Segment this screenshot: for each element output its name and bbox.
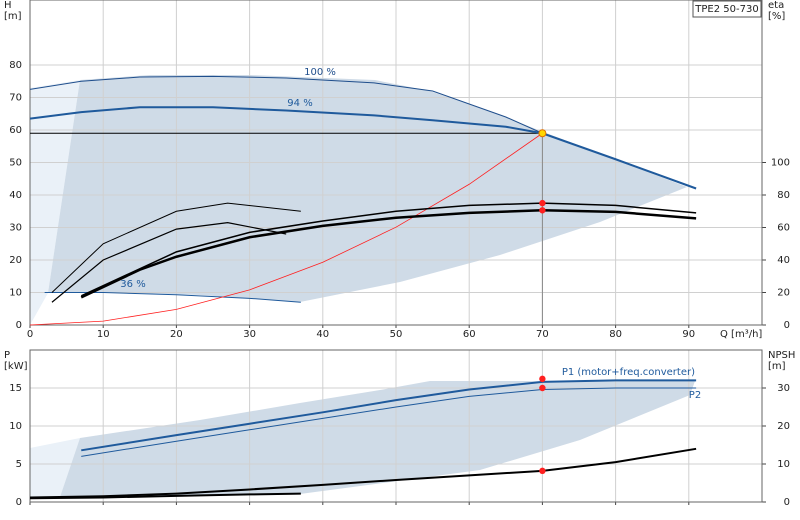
power-range-wedge	[30, 438, 80, 499]
y2-tick-label: 10	[777, 459, 790, 470]
x-tick-label: 90	[682, 329, 695, 340]
x-tick-label: 0	[27, 329, 33, 340]
power-range	[60, 381, 695, 497]
curve	[29, 447, 697, 499]
y2-tick-label: 80	[777, 190, 790, 201]
curve-label: 36 %	[120, 279, 145, 290]
curve-label: 94 %	[287, 98, 312, 109]
y-tick-label: 80	[9, 60, 22, 71]
x-tick-label: 20	[170, 329, 183, 340]
point	[539, 199, 546, 207]
y-tick-label: 15	[9, 383, 22, 394]
x-tick-label: 70	[536, 329, 549, 340]
curve	[80, 202, 697, 297]
y2-tick-label: 0	[784, 320, 790, 331]
y2-tick-label: 100	[771, 158, 790, 169]
y2-tick-label: 40	[777, 255, 790, 266]
curve	[81, 387, 697, 457]
point	[539, 375, 546, 383]
y-tick-label: 0	[16, 320, 22, 331]
y-tick-label: 10	[9, 421, 22, 432]
y2-axis-label: [%]	[768, 11, 785, 22]
x-tick-label: 60	[463, 329, 476, 340]
x-axis-label: Q [m³/h]	[720, 329, 762, 340]
y-tick-label: 5	[16, 459, 22, 470]
x-tick-label: 80	[609, 329, 622, 340]
y-tick-label: 50	[9, 158, 22, 169]
y2-tick-label: 0	[784, 497, 790, 508]
plot-frame	[29, 349, 763, 503]
curve	[29, 75, 543, 134]
curve	[44, 292, 301, 303]
x-tick-label: 10	[97, 329, 110, 340]
point	[539, 384, 546, 392]
y2-axis-label: eta	[768, 0, 784, 11]
curve	[80, 209, 697, 299]
x-tick-label: 50	[390, 329, 403, 340]
y2-tick-label: 30	[777, 383, 790, 394]
y2-tick-label: 60	[777, 223, 790, 234]
y2-axis-label: [m]	[768, 361, 786, 372]
curve	[29, 132, 543, 326]
y-tick-label: 40	[9, 190, 22, 201]
plot-frame	[29, 0, 763, 326]
y-axis-label: P	[4, 350, 10, 361]
y-tick-label: 20	[9, 255, 22, 266]
y-tick-label: 10	[9, 288, 22, 299]
y2-axis-label: NPSH	[768, 350, 795, 361]
y-axis-label: [kW]	[4, 361, 28, 372]
curve	[51, 222, 287, 303]
y-axis-label: [m]	[4, 11, 22, 22]
y-tick-label: 70	[9, 93, 22, 104]
model-label: TPE2 50-730	[694, 4, 758, 15]
curve-label: P1 (motor+freq.converter)	[562, 367, 695, 378]
x-tick-label: 30	[243, 329, 256, 340]
operating-range-wedge	[30, 80, 80, 325]
curve	[51, 202, 301, 293]
curve-label: P2	[689, 390, 701, 401]
curve-label: 100 %	[304, 67, 336, 78]
curve	[29, 492, 301, 500]
duty-point	[538, 129, 547, 138]
curve	[29, 106, 697, 190]
y-tick-label: 60	[9, 125, 22, 136]
x-tick-label: 40	[316, 329, 329, 340]
curve	[81, 379, 697, 452]
model-box	[692, 0, 762, 18]
y2-tick-label: 20	[777, 288, 790, 299]
y2-tick-label: 20	[777, 421, 790, 432]
y-tick-label: 30	[9, 223, 22, 234]
y-axis-label: H	[4, 0, 12, 11]
operating-range	[48, 75, 687, 302]
point	[539, 207, 546, 214]
y-tick-label: 0	[16, 497, 22, 508]
point	[539, 467, 546, 475]
